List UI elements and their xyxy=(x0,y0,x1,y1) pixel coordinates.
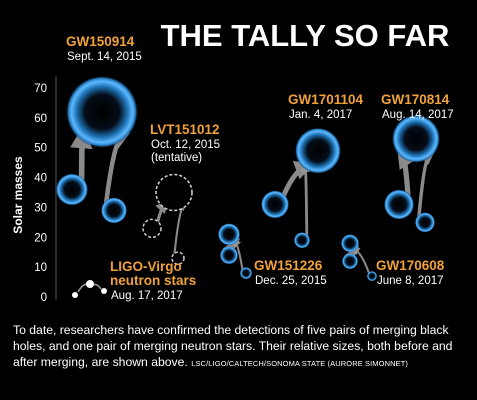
event-2-premerger-2 xyxy=(171,251,185,265)
event-4-premerger-1 xyxy=(261,190,289,219)
event-3-name: GW151226 xyxy=(254,258,323,273)
event-2-date-2: (tentative) xyxy=(151,152,202,164)
event-1-name: GW150914 xyxy=(66,34,135,49)
y-tick-0: 0 xyxy=(41,292,47,304)
event-1-arrow-1 xyxy=(70,125,93,180)
event-2-premerger-1 xyxy=(142,218,162,239)
event-6-premerger-1 xyxy=(384,189,414,220)
event-4-premerger-2 xyxy=(294,232,310,249)
event-4-name: GW1701104 xyxy=(288,92,364,107)
event-1-premerger-1 xyxy=(56,173,88,206)
event-3-final xyxy=(218,223,240,246)
event-6-final xyxy=(392,114,440,163)
event-2-final xyxy=(155,173,193,212)
credit-text: LSC/LIGO/CALTECH/SONOMA STATE (AURORE SI… xyxy=(191,359,408,368)
chart-title: THE TALLY SO FAR xyxy=(161,18,450,53)
y-tick-40: 40 xyxy=(34,173,47,185)
event-5-arrow-2 xyxy=(351,247,370,274)
event-4-arrow-2 xyxy=(300,161,312,236)
event-1-premerger-2 xyxy=(101,197,127,224)
y-tick-60: 60 xyxy=(34,113,47,125)
event-7-name-1: LIGO-Virgo xyxy=(110,259,182,274)
event-5-premerger-1 xyxy=(342,253,358,270)
event-1-final xyxy=(66,75,138,148)
event-6-premerger-2 xyxy=(415,212,435,233)
event-7-final xyxy=(86,280,94,288)
y-tick-70: 70 xyxy=(34,83,47,95)
event-7-date: Aug. 17, 2017 xyxy=(111,290,183,302)
event-5-name: GW170608 xyxy=(376,258,445,273)
event-2-date-1: Oct. 12, 2015 xyxy=(151,139,220,151)
event-2-name: LVT151012 xyxy=(150,122,220,137)
y-tick-20: 20 xyxy=(34,232,47,244)
y-axis-label: Solar masses xyxy=(11,156,25,234)
event-4-date: Jan. 4, 2017 xyxy=(289,109,352,121)
y-tick-30: 30 xyxy=(34,202,47,214)
event-7-arrow-2 xyxy=(92,283,102,290)
event-6-arrow-2 xyxy=(417,151,435,217)
event-6-arrow-1 xyxy=(397,146,418,196)
event-5-final xyxy=(341,234,359,253)
event-2-arrow-2 xyxy=(173,202,188,255)
y-tick-10: 10 xyxy=(34,262,47,274)
event-1-date: Sept. 14, 2015 xyxy=(67,51,142,63)
event-4-arrow-1 xyxy=(281,160,315,198)
event-7-name-2: neutron stars xyxy=(110,273,196,288)
event-5-premerger-2 xyxy=(367,271,377,282)
event-7-premerger-2 xyxy=(101,288,107,294)
caption-text: To date, researchers have confirmed the … xyxy=(13,323,453,369)
event-3-date: Dec. 25, 2015 xyxy=(255,275,327,287)
event-7-premerger-1 xyxy=(72,292,78,298)
event-4-final xyxy=(295,127,341,174)
mass-circles xyxy=(56,75,440,298)
event-6-name: GW170814 xyxy=(381,92,450,107)
event-2-arrow-1 xyxy=(155,200,169,224)
event-5-date: June 8, 2017 xyxy=(377,275,444,287)
y-tick-50: 50 xyxy=(34,143,47,155)
y-tick-labels: 0 10 20 30 40 50 60 70 xyxy=(34,83,47,304)
event-3-premerger-2 xyxy=(240,267,252,280)
caption: To date, researchers have confirmed the … xyxy=(13,322,468,372)
event-3-premerger-1 xyxy=(220,246,238,265)
event-labels: GW150914 Sept. 14, 2015 LVT151012 Oct. 12, … xyxy=(66,34,454,302)
event-6-date: Aug. 14, 2017 xyxy=(382,109,454,121)
chart-canvas: THE TALLY SO FAR Solar masses 0 10 20 30 40 5… xyxy=(11,18,454,304)
